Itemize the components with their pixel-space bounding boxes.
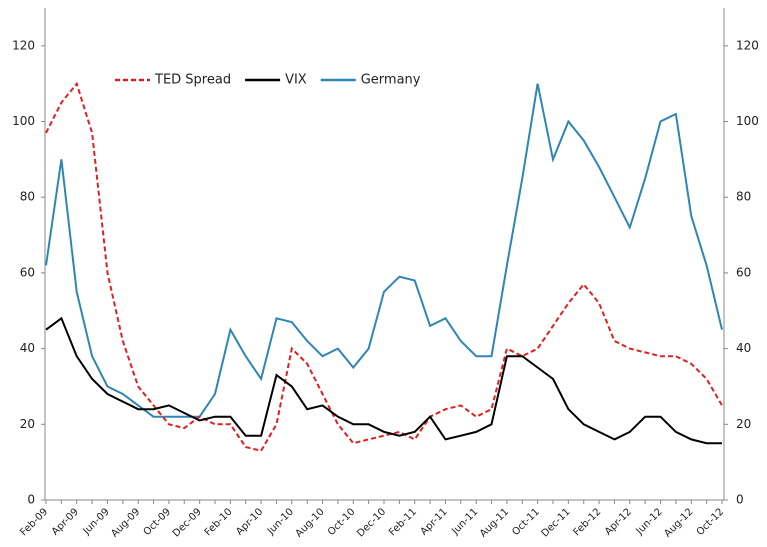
y-tick-label: 120 — [12, 38, 35, 52]
x-tick-label: Oct-12 — [695, 506, 727, 538]
x-tick-label: Oct-09 — [142, 506, 174, 538]
y-tick-label: 0 — [27, 493, 35, 507]
series-line — [45, 83, 723, 418]
y2-tick-label: 40 — [736, 341, 751, 355]
x-tick-label: Aug-09 — [109, 506, 142, 539]
y-tick-label: 20 — [20, 417, 35, 431]
y-tick-label: 80 — [20, 190, 35, 204]
y2-tick-label: 20 — [736, 417, 751, 431]
x-tick-label: Aug-11 — [478, 506, 511, 539]
series-line — [45, 81, 723, 452]
x-tick-label: Apr-11 — [419, 506, 450, 537]
x-tick-label: Apr-12 — [603, 506, 634, 537]
series-line — [45, 316, 722, 445]
x-tick-label: Feb-10 — [203, 506, 235, 538]
x-tick-label: Feb-09 — [18, 506, 50, 538]
y2-tick-label: 0 — [736, 493, 744, 507]
x-tick-label: Oct-11 — [510, 506, 542, 538]
x-tick-label: Jun-10 — [265, 506, 296, 537]
x-tick-label: Jun-11 — [449, 506, 480, 537]
x-tick-label: Feb-11 — [387, 506, 419, 538]
x-tick-label: Jun-09 — [81, 506, 112, 537]
y-tick-label: 100 — [12, 114, 35, 128]
x-tick-label: Dec-11 — [540, 506, 573, 539]
x-tick-label: Apr-09 — [50, 506, 81, 537]
x-tick-label: Apr-10 — [234, 506, 265, 537]
y2-tick-label: 60 — [736, 265, 751, 279]
x-tick-label: Aug-12 — [662, 506, 695, 539]
x-tick-label: Oct-10 — [326, 506, 358, 538]
y2-tick-label: 100 — [736, 114, 759, 128]
y-tick-label: 40 — [20, 341, 35, 355]
legend-label: TED Spread — [154, 73, 231, 88]
legend-label: Germany — [361, 73, 421, 88]
y2-tick-label: 80 — [736, 190, 751, 204]
x-tick-label: Feb-12 — [571, 506, 603, 538]
x-tick-label: Dec-09 — [171, 506, 204, 539]
x-tick-label: Jun-12 — [634, 506, 665, 537]
x-tick-label: Aug-10 — [294, 506, 327, 539]
y2-tick-label: 120 — [736, 38, 759, 52]
y-tick-label: 60 — [20, 265, 35, 279]
x-tick-label: Dec-10 — [355, 506, 388, 539]
legend-label: VIX — [285, 73, 307, 88]
